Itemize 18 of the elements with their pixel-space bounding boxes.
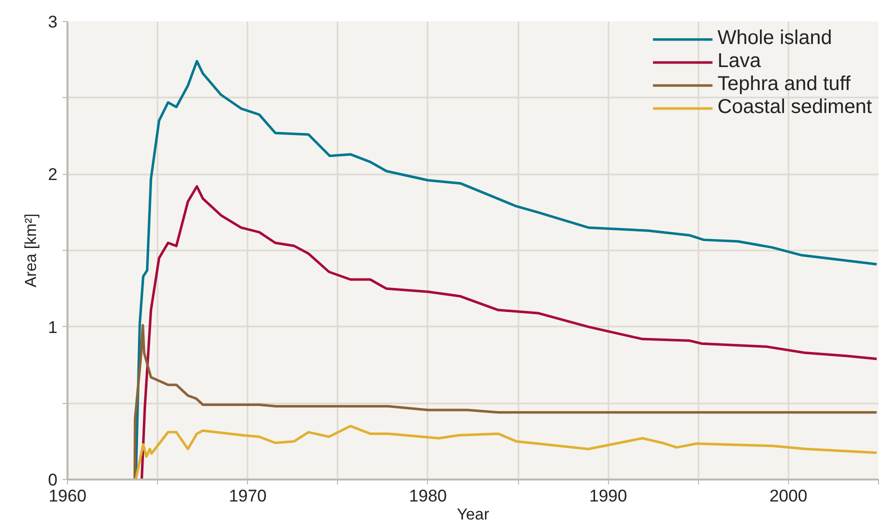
x-tick-label: 1960 [48,486,86,506]
legend-label: Coastal sediment [717,96,872,119]
line-series [140,185,878,480]
y-tick-label: 0 [48,470,58,490]
legend-label: Whole island [717,27,832,50]
legend-label: Lava [717,50,761,73]
line-series [134,424,878,480]
x-tick-label: 1980 [409,486,447,506]
y-tick-label: 2 [48,165,58,184]
line-series [133,324,878,480]
legend-label: Tephra and tuff [717,73,851,96]
y-axis-title: Area [km²] [23,214,40,288]
x-tick-label: 1970 [228,486,267,506]
y-tick-label: 3 [48,12,58,32]
x-tick-label: 2000 [769,486,808,506]
y-tick-label: 1 [48,318,58,337]
x-axis-title: Year [456,506,490,524]
x-tick-label: 1990 [589,486,628,506]
